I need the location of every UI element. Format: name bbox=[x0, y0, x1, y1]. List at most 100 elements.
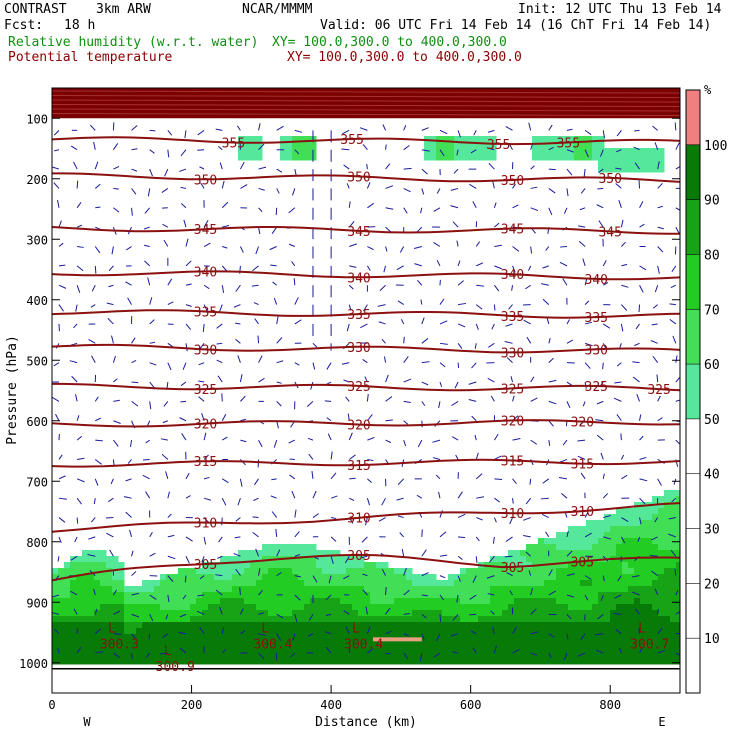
humidity-cell bbox=[190, 574, 197, 581]
wind-vector bbox=[421, 401, 426, 407]
wind-vector bbox=[217, 555, 223, 559]
humidity-cell bbox=[658, 580, 665, 587]
humidity-cell bbox=[676, 550, 680, 557]
wind-vector bbox=[620, 454, 625, 460]
wind-vector bbox=[252, 516, 259, 519]
humidity-cell bbox=[316, 610, 323, 617]
wind-vector bbox=[331, 517, 337, 520]
wind-vector bbox=[439, 129, 448, 135]
wind-vector bbox=[439, 381, 443, 387]
theta-contour-330 bbox=[52, 343, 680, 354]
humidity-cell bbox=[160, 640, 167, 647]
humidity-cell bbox=[658, 628, 665, 635]
humidity-cell bbox=[586, 574, 593, 581]
wind-vector bbox=[472, 575, 477, 583]
humidity-cell bbox=[622, 574, 629, 581]
humidity-cell bbox=[472, 580, 479, 587]
humidity-cell bbox=[658, 532, 665, 539]
humidity-cell bbox=[586, 622, 593, 629]
humidity-cell bbox=[412, 628, 419, 635]
wind-vector bbox=[577, 652, 586, 657]
wind-vector bbox=[203, 497, 212, 501]
wind-vector bbox=[367, 458, 374, 462]
humidity-cell bbox=[574, 628, 581, 635]
y-tick-label: 400 bbox=[26, 294, 48, 308]
humidity-cell bbox=[616, 616, 623, 623]
wind-vector bbox=[528, 122, 532, 131]
humidity-cell bbox=[190, 616, 197, 623]
wind-vector bbox=[468, 381, 477, 385]
wind-vector bbox=[222, 246, 228, 249]
wind-vector bbox=[675, 142, 680, 150]
theta-label: 310 bbox=[347, 512, 370, 527]
wind-vector bbox=[290, 652, 296, 658]
wind-vector bbox=[385, 374, 389, 383]
theta-label: 355 bbox=[557, 136, 580, 151]
humidity-cell bbox=[328, 652, 335, 659]
theta-label: 355 bbox=[340, 133, 363, 148]
humidity-cell bbox=[112, 556, 119, 563]
wind-vector bbox=[439, 594, 444, 601]
humidity-cell bbox=[574, 634, 581, 641]
humidity-cell bbox=[100, 622, 107, 629]
humidity-cell bbox=[316, 634, 323, 641]
low-marker: L bbox=[638, 621, 646, 636]
humidity-cell bbox=[76, 592, 83, 599]
wind-vector bbox=[167, 301, 174, 306]
wind-vector bbox=[492, 627, 495, 634]
humidity-cell bbox=[208, 646, 215, 653]
humidity-cell bbox=[490, 136, 497, 143]
wind-vector bbox=[76, 285, 81, 293]
wind-vector bbox=[221, 265, 227, 272]
humidity-cell bbox=[118, 604, 125, 611]
humidity-cell bbox=[280, 568, 287, 575]
wind-vector bbox=[598, 168, 604, 174]
wind-vector bbox=[600, 594, 604, 601]
wind-vector bbox=[167, 534, 175, 538]
humidity-cell bbox=[100, 652, 107, 659]
theta-label: 340 bbox=[585, 273, 608, 288]
humidity-cell bbox=[244, 556, 251, 563]
humidity-cell bbox=[142, 634, 149, 641]
humidity-cell bbox=[118, 586, 125, 593]
humidity-cell bbox=[328, 556, 335, 563]
humidity-cell bbox=[574, 658, 581, 665]
humidity-cell bbox=[544, 586, 551, 593]
humidity-cell bbox=[364, 562, 371, 569]
wind-vector bbox=[131, 168, 138, 172]
humidity-cell bbox=[256, 646, 263, 653]
humidity-cell bbox=[658, 520, 665, 527]
humidity-cell bbox=[88, 610, 95, 617]
humidity-cell bbox=[556, 604, 563, 611]
wind-vector bbox=[361, 536, 368, 543]
humidity-cell bbox=[448, 610, 455, 617]
humidity-cell bbox=[556, 532, 563, 539]
humidity-cell bbox=[448, 580, 455, 587]
humidity-cell bbox=[472, 652, 479, 659]
humidity-cell bbox=[580, 604, 587, 611]
humidity-cell bbox=[556, 658, 563, 665]
humidity-cell bbox=[430, 154, 437, 161]
humidity-cell bbox=[616, 526, 623, 533]
wind-vector bbox=[530, 165, 535, 170]
wind-vector bbox=[198, 380, 205, 383]
humidity-cell bbox=[616, 580, 623, 587]
wind-vector bbox=[400, 319, 405, 325]
humidity-cell bbox=[526, 598, 533, 605]
wind-vector bbox=[657, 182, 663, 189]
wind-vector bbox=[271, 511, 278, 518]
humidity-cell bbox=[532, 604, 539, 611]
humidity-cell bbox=[454, 634, 461, 641]
humidity-cell bbox=[88, 628, 95, 635]
humidity-cell bbox=[598, 646, 605, 653]
humidity-cell bbox=[442, 622, 449, 629]
humidity-cell bbox=[502, 658, 509, 665]
wind-vector bbox=[381, 338, 386, 344]
wind-vector bbox=[475, 452, 479, 460]
humidity-cell bbox=[436, 154, 443, 161]
humidity-cell bbox=[466, 604, 473, 611]
humidity-cell bbox=[520, 568, 527, 575]
humidity-cell bbox=[94, 562, 101, 569]
humidity-cell bbox=[106, 604, 113, 611]
humidity-cell bbox=[262, 556, 269, 563]
